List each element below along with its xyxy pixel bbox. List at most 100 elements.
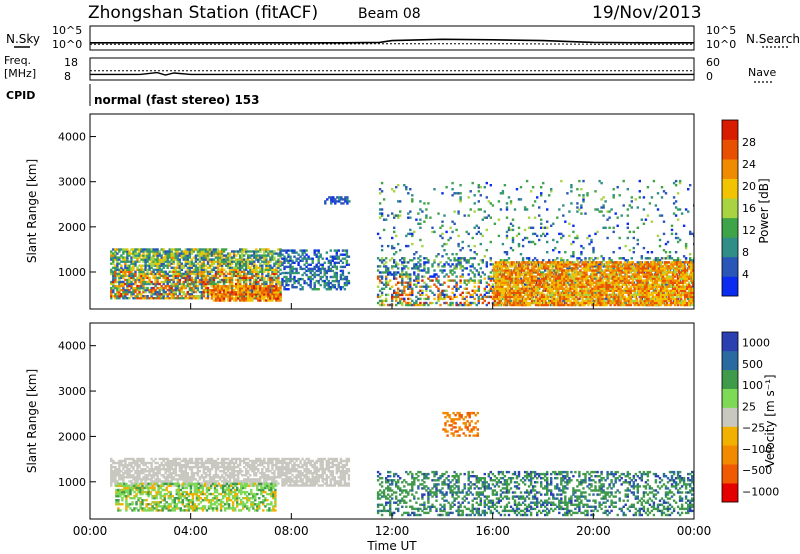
power-cell [332, 196, 335, 199]
power-cell [340, 198, 343, 201]
power-cell [501, 192, 505, 195]
power-cell [489, 285, 492, 288]
power-cell [239, 278, 242, 282]
power-cell [182, 284, 185, 288]
power-cell [226, 291, 230, 294]
power-cell [235, 285, 238, 288]
power-cell [275, 260, 278, 263]
power-cell [190, 250, 194, 253]
power-cell [166, 278, 169, 282]
power-cell [128, 288, 131, 292]
power-cell [341, 273, 345, 277]
power-cell [277, 252, 280, 255]
power-cell [156, 266, 159, 269]
power-cell [136, 288, 139, 292]
power-cell [303, 271, 306, 275]
power-cell [228, 282, 232, 286]
power-cell [186, 256, 189, 259]
power-cell [505, 202, 509, 205]
power-cell [397, 293, 400, 297]
power-cell [413, 303, 416, 307]
power-cell [508, 265, 512, 268]
power-cell [506, 283, 510, 286]
power-cell [162, 252, 165, 255]
power-cell [200, 278, 204, 282]
power-cell [541, 265, 544, 268]
power-cell [188, 268, 192, 271]
power-cell [459, 281, 462, 284]
power-cell [285, 259, 288, 262]
power-cell [552, 238, 555, 242]
power-cell [561, 293, 564, 297]
power-cell [124, 270, 127, 273]
power-cell [509, 246, 513, 250]
power-cell [391, 295, 394, 299]
power-cell [407, 244, 410, 248]
power-cell [226, 278, 230, 282]
power-cell [126, 258, 129, 261]
power-cell [216, 272, 220, 276]
power-cell [152, 254, 155, 257]
power-cell [220, 270, 224, 273]
power-cell [457, 303, 460, 307]
power-cell [409, 287, 412, 290]
power-cell [575, 277, 578, 280]
power-cell [120, 280, 123, 284]
power-cell [672, 212, 676, 215]
power-cell [498, 287, 502, 290]
power-cell [261, 272, 264, 276]
power-cell [140, 254, 143, 257]
power-cell [241, 254, 244, 257]
power-cell [200, 295, 204, 298]
power-cell [544, 234, 547, 238]
power-cell [563, 273, 566, 276]
power-cell [241, 291, 244, 294]
power-cell [409, 281, 412, 284]
power-cell [570, 186, 573, 189]
power-cell [154, 258, 157, 261]
power-cell [315, 265, 318, 269]
power-cell [427, 303, 430, 307]
power-cell [425, 271, 428, 274]
power-cell [186, 268, 189, 271]
power-cell [226, 262, 230, 265]
power-cell [241, 248, 244, 251]
power-cell [222, 272, 226, 276]
power-cell [399, 249, 402, 252]
power-cell [326, 198, 329, 201]
power-cell [130, 262, 133, 265]
power-cell [186, 270, 189, 273]
power-cell [640, 257, 643, 260]
power-cell [618, 194, 621, 197]
power-cell [114, 254, 117, 257]
power-cell [222, 274, 226, 278]
power-cell [380, 190, 384, 193]
power-cell [239, 264, 242, 267]
noise-ytick-top-right: 10^5 [706, 24, 736, 37]
power-cell [307, 255, 310, 258]
power-cell [423, 281, 426, 284]
power-cell [346, 196, 349, 199]
power-cell [210, 285, 214, 288]
power-cell [253, 289, 256, 292]
power-cell [481, 301, 484, 305]
power-cell [114, 268, 117, 271]
power-cell [449, 297, 452, 301]
power-cell [245, 274, 248, 278]
power-cell [265, 287, 268, 290]
power-cell [273, 278, 276, 282]
power-cell [483, 289, 486, 292]
power-cell [154, 262, 157, 265]
power-cell [176, 252, 179, 255]
power-cell [562, 234, 565, 238]
power-cell [194, 278, 198, 282]
power-cell [443, 214, 446, 217]
power-cell [275, 282, 278, 286]
power-cell [549, 269, 552, 272]
power-cell [588, 242, 591, 246]
power-cell [489, 202, 492, 205]
power-cell [511, 224, 515, 227]
power-cell [138, 252, 141, 255]
power-cell [116, 286, 119, 290]
power-cell [547, 301, 550, 305]
